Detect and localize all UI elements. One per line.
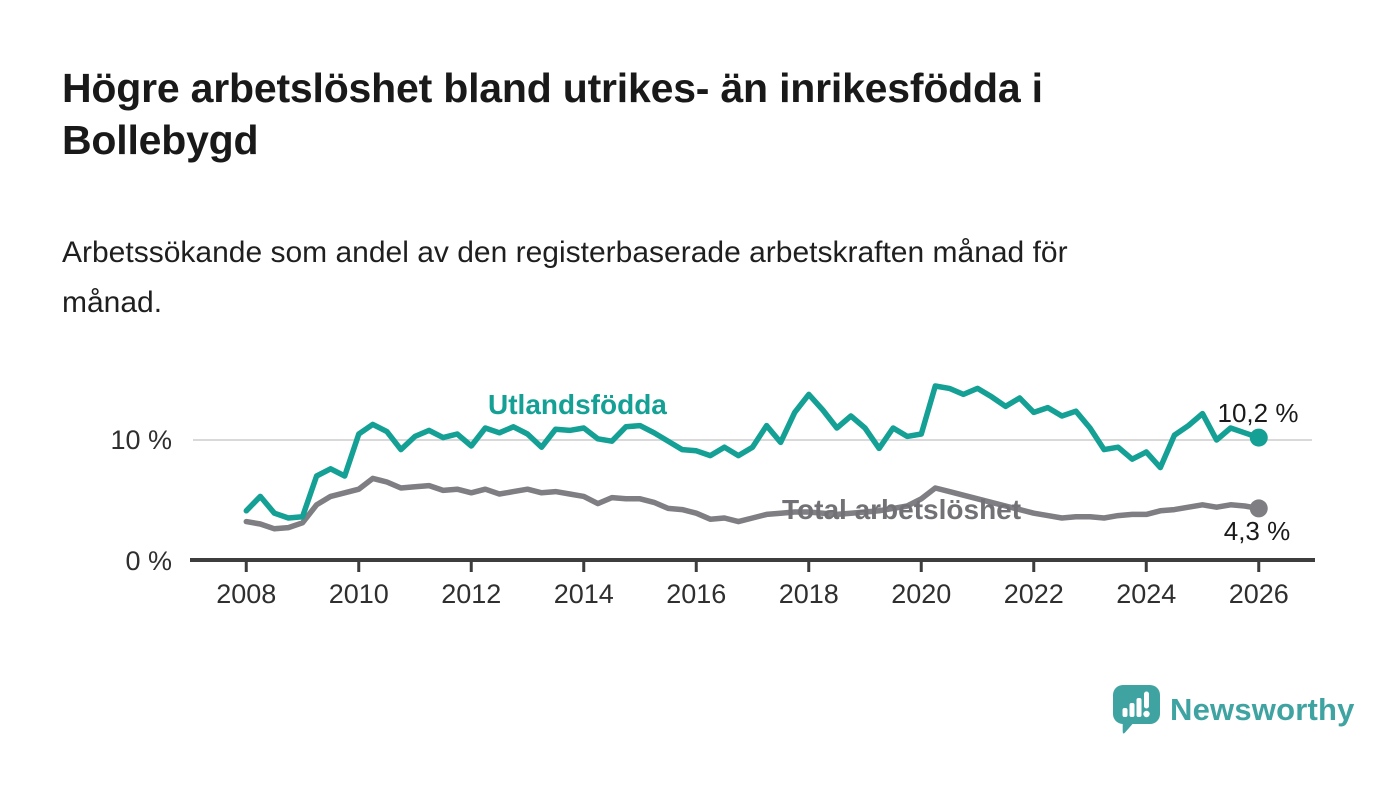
newsworthy-branding: Newsworthy bbox=[1112, 684, 1355, 736]
exclamation-bar bbox=[1144, 691, 1149, 709]
x-tick-label: 2018 bbox=[779, 579, 839, 609]
x-tick-label: 2024 bbox=[1116, 579, 1176, 609]
series-total-label: Total arbetslöshet bbox=[782, 494, 1021, 525]
chart-subtitle: Arbetssökande som andel av den registerb… bbox=[62, 228, 1302, 328]
bar-tall bbox=[1136, 698, 1142, 717]
x-tick-label: 2026 bbox=[1229, 579, 1289, 609]
series-total-line bbox=[243, 475, 1262, 532]
page-title-line-2: Bollebygd bbox=[62, 117, 259, 163]
bar-small bbox=[1122, 708, 1128, 717]
x-tick-label: 2014 bbox=[554, 579, 614, 609]
y-tick-label-10: 10 % bbox=[110, 425, 172, 455]
series-utlandsfodda-endpoint bbox=[1249, 428, 1268, 447]
x-tick-label: 2022 bbox=[1004, 579, 1064, 609]
chart-subtitle-line-2: månad. bbox=[62, 286, 163, 319]
x-axis-ticks: 2008 2010 2012 2014 2016 2018 2020 2022 2024 2026 bbox=[216, 560, 1289, 609]
series-total-value-label: 4,3 % bbox=[1224, 516, 1291, 546]
exclamation-dot bbox=[1143, 710, 1150, 718]
page-title: Högre arbetslöshet bland utrikes- än inr… bbox=[62, 62, 1302, 166]
series-utlandsfodda-value-label: 10,2 % bbox=[1218, 398, 1299, 428]
x-tick-label: 2012 bbox=[441, 579, 501, 609]
x-tick-label: 2010 bbox=[329, 579, 389, 609]
x-tick-label: 2016 bbox=[666, 579, 726, 609]
newsworthy-logo-icon bbox=[1113, 685, 1160, 734]
page-title-line-1: Högre arbetslöshet bland utrikes- än inr… bbox=[62, 65, 1043, 111]
x-tick-label: 2020 bbox=[891, 579, 951, 609]
newsworthy-wordmark: Newsworthy bbox=[1170, 692, 1355, 727]
series-total-endpoint bbox=[1249, 499, 1268, 518]
series-utlandsfodda-line bbox=[243, 383, 1262, 521]
series-utlandsfodda-label: Utlandsfödda bbox=[488, 389, 667, 420]
bar-medium bbox=[1129, 703, 1135, 717]
x-tick-label: 2008 bbox=[216, 579, 276, 609]
chart-subtitle-line-1: Arbetssökande som andel av den registerb… bbox=[62, 236, 1068, 269]
y-tick-label-0: 0 % bbox=[125, 546, 172, 576]
